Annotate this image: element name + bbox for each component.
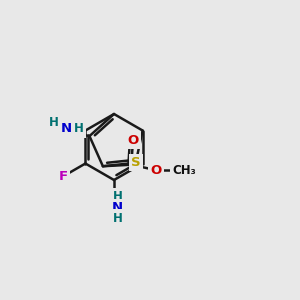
Text: H: H: [113, 190, 122, 203]
Text: O: O: [150, 164, 162, 177]
Text: O: O: [127, 134, 139, 147]
Text: S: S: [131, 156, 140, 169]
Text: H: H: [49, 116, 59, 130]
Text: N: N: [112, 201, 123, 214]
Text: H: H: [74, 122, 84, 136]
Text: F: F: [59, 170, 68, 183]
Text: N: N: [61, 122, 72, 136]
Text: H: H: [113, 212, 122, 225]
Text: CH₃: CH₃: [172, 164, 196, 177]
